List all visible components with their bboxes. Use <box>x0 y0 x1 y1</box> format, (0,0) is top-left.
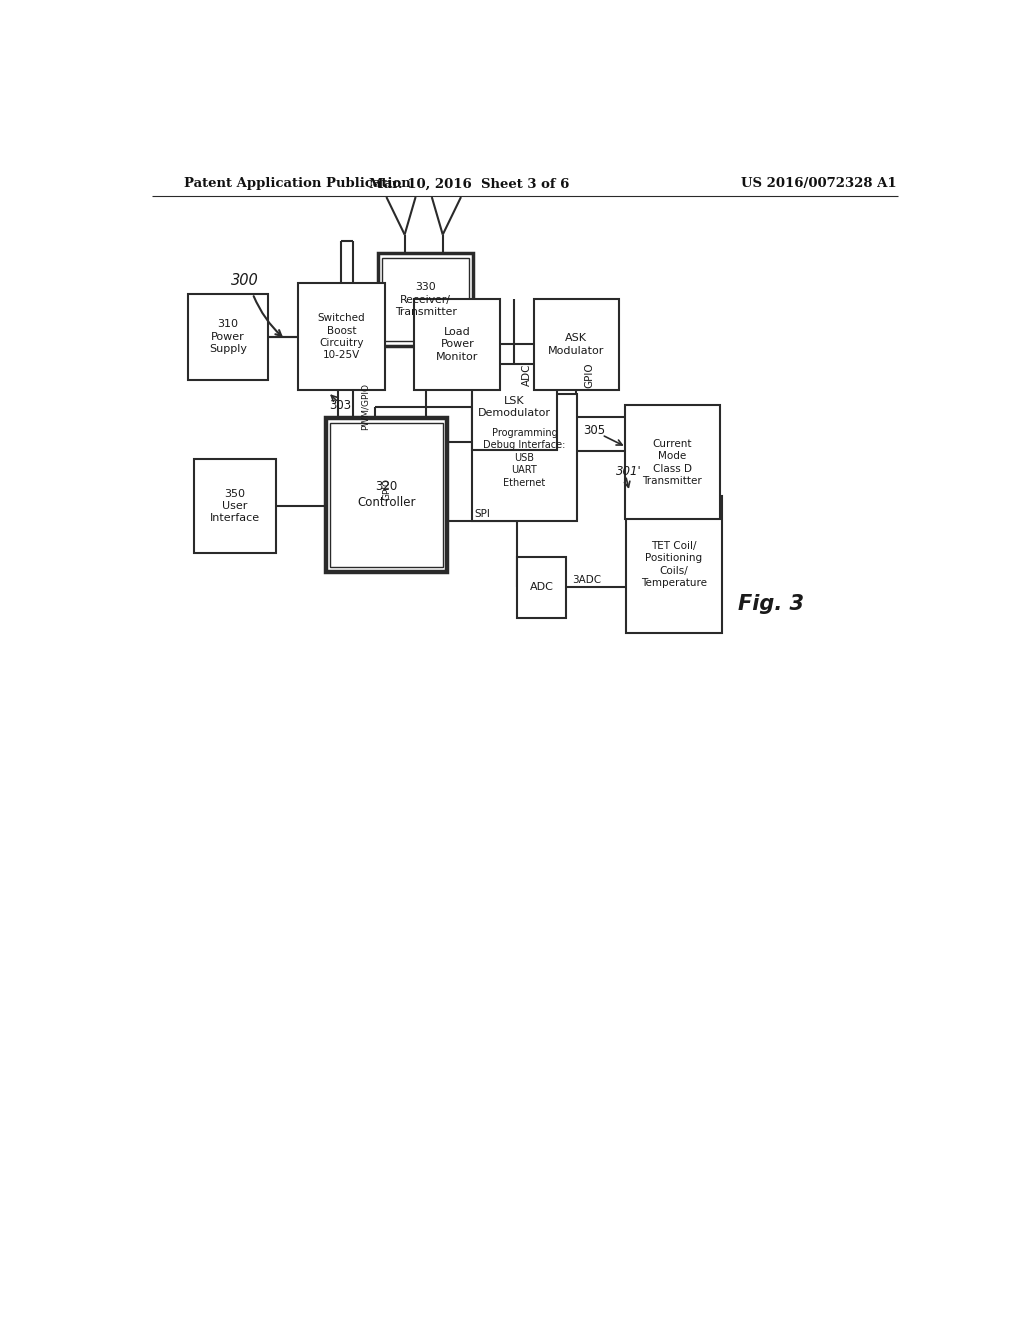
Text: 330
Receiver/
Transmitter: 330 Receiver/ Transmitter <box>394 282 457 317</box>
Text: US 2016/0072328 A1: US 2016/0072328 A1 <box>740 177 896 190</box>
Bar <box>472 364 557 450</box>
Text: ADC: ADC <box>529 582 553 593</box>
Bar <box>194 459 275 553</box>
Bar <box>382 257 469 342</box>
Text: 300: 300 <box>231 273 259 288</box>
Text: ASK
Modulator: ASK Modulator <box>548 333 604 355</box>
Bar <box>517 557 566 618</box>
Bar <box>534 298 620 391</box>
Bar <box>327 417 447 572</box>
Bar <box>415 298 500 391</box>
Text: SPI: SPI <box>474 510 489 519</box>
Text: Patent Application Publication: Patent Application Publication <box>183 177 411 190</box>
Text: Load
Power
Monitor: Load Power Monitor <box>436 327 478 362</box>
Text: Switched
Boost
Circuitry
10-25V: Switched Boost Circuitry 10-25V <box>317 313 366 360</box>
Bar <box>378 253 473 346</box>
Text: 350
User
Interface: 350 User Interface <box>210 488 260 524</box>
Bar <box>625 405 720 519</box>
Text: 320
Controller: 320 Controller <box>357 480 416 510</box>
Text: PWM/GPIO: PWM/GPIO <box>360 383 370 430</box>
Text: GPIO: GPIO <box>383 478 391 500</box>
Text: Fig. 3: Fig. 3 <box>738 594 804 614</box>
Text: Current
Mode
Class D
Transmitter: Current Mode Class D Transmitter <box>642 438 702 486</box>
Text: TET Coil/
Positioning
Coils/
Temperature: TET Coil/ Positioning Coils/ Temperature <box>641 541 707 587</box>
Text: 310
Power
Supply: 310 Power Supply <box>209 319 247 354</box>
Text: Mar. 10, 2016  Sheet 3 of 6: Mar. 10, 2016 Sheet 3 of 6 <box>369 177 569 190</box>
Text: 303: 303 <box>330 399 351 412</box>
Text: 301': 301' <box>616 465 642 478</box>
Bar <box>188 293 267 380</box>
Text: GPIO: GPIO <box>585 362 594 388</box>
Bar <box>627 496 722 634</box>
Bar <box>331 422 443 568</box>
Text: 3ADC: 3ADC <box>572 576 601 585</box>
Text: Programming
Debug Interface:
USB
UART
Ethernet: Programming Debug Interface: USB UART Et… <box>483 428 565 487</box>
Bar <box>472 395 578 521</box>
Text: 305: 305 <box>583 424 605 437</box>
Text: ADC: ADC <box>522 363 532 385</box>
Bar <box>298 284 385 391</box>
Text: LSK
Demodulator: LSK Demodulator <box>478 396 551 418</box>
